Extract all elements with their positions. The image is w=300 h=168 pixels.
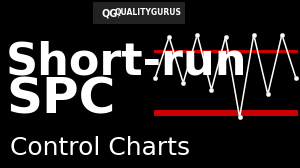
Text: |: | [117, 9, 119, 17]
Text: Short-run: Short-run [6, 40, 247, 83]
Text: Control Charts: Control Charts [10, 136, 190, 160]
Text: SPC: SPC [6, 76, 116, 124]
Text: QUALITYGURUS: QUALITYGURUS [115, 9, 182, 17]
FancyBboxPatch shape [93, 2, 185, 24]
Text: QG: QG [102, 8, 118, 18]
